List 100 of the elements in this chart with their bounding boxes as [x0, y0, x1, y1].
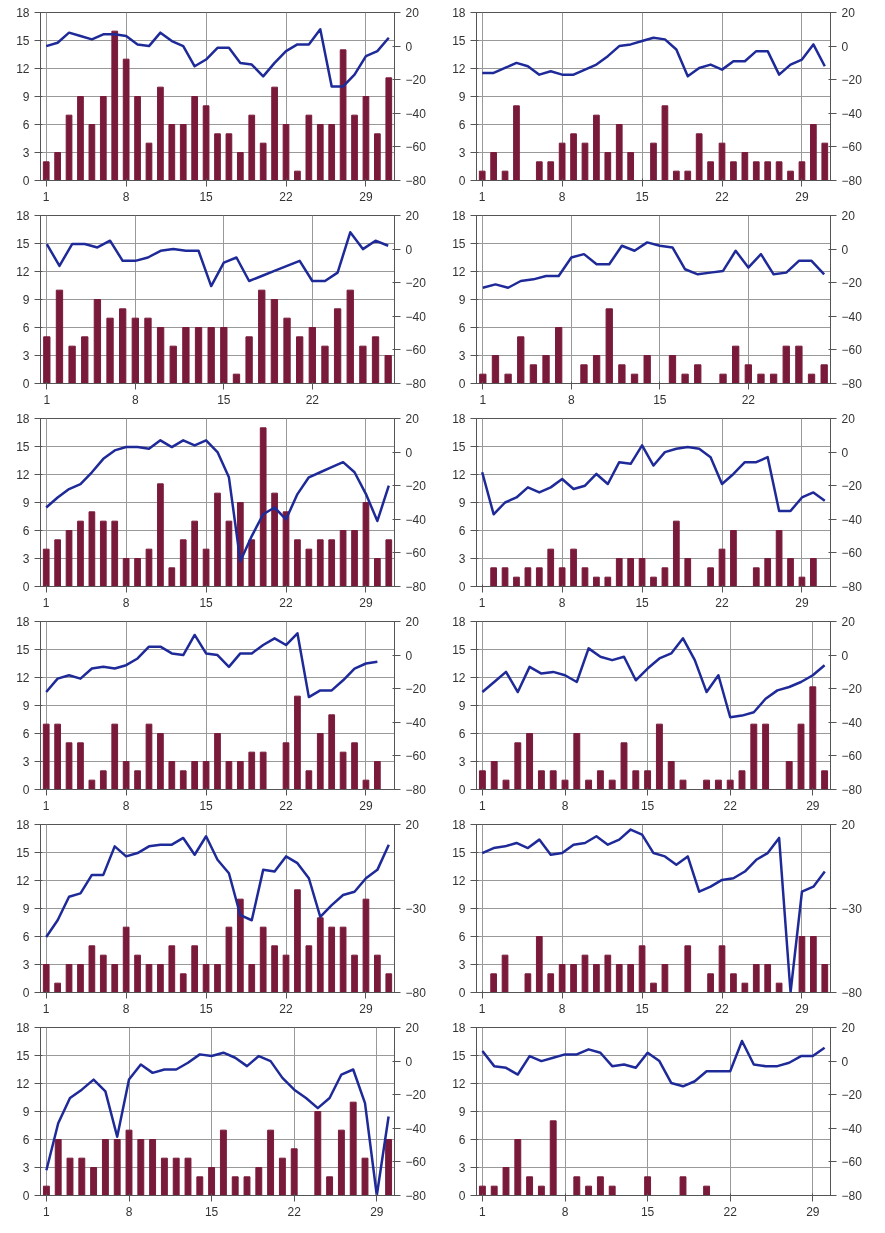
- x-tick-label: 22: [723, 798, 738, 813]
- x-tick-label: 29: [795, 1001, 809, 1016]
- y-tick-label: 9: [458, 699, 466, 713]
- x-tick-label: 22: [741, 392, 756, 407]
- x-tick-label: 22: [279, 798, 294, 813]
- x-tick-label: 1: [43, 392, 51, 407]
- y2-tick-label: 0: [841, 1054, 849, 1069]
- y-tick-label: 6: [458, 727, 466, 741]
- y2-tick-label: 0: [841, 648, 849, 663]
- y2-tick-label: −20: [405, 1088, 427, 1103]
- y2-tick-label: −80: [405, 783, 427, 797]
- y2-tick-label: −20: [841, 479, 863, 494]
- y2-tick-label: 0: [405, 39, 413, 54]
- y-tick-label: 15: [452, 643, 466, 657]
- y2-tick-label: −40: [405, 1121, 427, 1136]
- y-tick-label: 0: [22, 1189, 30, 1203]
- y-tick-label: 18: [16, 6, 30, 20]
- y2-tick-label: −60: [841, 749, 863, 764]
- y2-tick-label: −60: [841, 1155, 863, 1170]
- y-tick-label: 6: [458, 118, 466, 132]
- y2-tick-label: −80: [841, 580, 863, 594]
- x-tick-label: 15: [640, 798, 655, 813]
- y-tick-label: 3: [22, 755, 30, 769]
- y2-tick-label: −40: [841, 309, 863, 324]
- y-tick-label: 18: [452, 615, 466, 629]
- x-tick-label: 15: [204, 1204, 219, 1219]
- x-tick-label: 1: [42, 595, 50, 610]
- y-tick-label: 3: [458, 755, 466, 769]
- y-tick-label: 15: [16, 643, 30, 657]
- y2-tick-label: 20: [405, 209, 420, 223]
- y2-tick-label: 20: [405, 1021, 420, 1035]
- x-tick-label: 22: [279, 595, 294, 610]
- y-tick-label: 0: [458, 377, 466, 391]
- y2-tick-label: 0: [841, 242, 849, 257]
- x-tick-label: 1: [478, 1001, 486, 1016]
- y2-tick-label: −20: [405, 479, 427, 494]
- y2-tick-label: −20: [841, 1088, 863, 1103]
- x-tick-label: 29: [806, 1204, 820, 1219]
- y-tick-label: 3: [458, 146, 466, 160]
- x-tick-label: 1: [479, 392, 487, 407]
- y-tick-label: 9: [22, 496, 30, 510]
- y-tick-label: 9: [458, 293, 466, 307]
- y2-tick-label: −30: [841, 902, 863, 916]
- y2-tick-label: −80: [405, 377, 427, 391]
- x-tick-label: 8: [558, 595, 566, 610]
- y2-tick-label: −80: [841, 783, 863, 797]
- y-tick-label: 15: [16, 237, 30, 251]
- y-tick-label: 12: [16, 62, 30, 76]
- y2-tick-label: 20: [841, 1021, 856, 1035]
- y-tick-label: 12: [452, 1077, 466, 1091]
- y2-tick-label: −80: [405, 174, 427, 188]
- y2-tick-label: 0: [841, 39, 849, 54]
- y2-tick-label: −20: [841, 682, 863, 697]
- y-tick-label: 9: [458, 1105, 466, 1119]
- y-tick-label: 12: [452, 874, 466, 888]
- y-tick-label: 6: [22, 930, 30, 944]
- y-tick-label: 0: [22, 986, 30, 1000]
- y-tick-label: 12: [452, 468, 466, 482]
- x-tick-label: 29: [359, 595, 373, 610]
- y2-tick-label: −60: [405, 749, 427, 764]
- y2-tick-label: −80: [405, 986, 427, 1000]
- y2-tick-label: 20: [841, 818, 856, 832]
- y2-tick-label: 20: [841, 6, 856, 20]
- y2-tick-label: −80: [841, 174, 863, 188]
- y-tick-label: 6: [22, 118, 30, 132]
- x-tick-label: 8: [122, 1001, 130, 1016]
- x-tick-label: 22: [723, 1204, 738, 1219]
- y-tick-label: 18: [452, 6, 466, 20]
- y-tick-label: 3: [458, 552, 466, 566]
- y-tick-label: 18: [16, 1021, 30, 1035]
- y-tick-label: 15: [452, 237, 466, 251]
- x-tick-label: 22: [279, 1001, 294, 1016]
- y-tick-label: 3: [458, 958, 466, 972]
- x-tick-label: 22: [715, 189, 730, 204]
- y-tick-label: 12: [16, 874, 30, 888]
- y-tick-label: 0: [458, 783, 466, 797]
- y-tick-label: 12: [452, 265, 466, 279]
- x-tick-label: 15: [635, 595, 650, 610]
- y2-tick-label: 0: [405, 1054, 413, 1069]
- x-tick-label: 15: [199, 189, 214, 204]
- x-tick-label: 29: [359, 189, 373, 204]
- y-tick-label: 9: [458, 496, 466, 510]
- y2-tick-label: −40: [841, 106, 863, 121]
- y-tick-label: 6: [458, 930, 466, 944]
- y-tick-label: 18: [16, 615, 30, 629]
- y2-tick-label: −20: [841, 73, 863, 88]
- y2-tick-label: −80: [405, 580, 427, 594]
- x-tick-label: 1: [478, 189, 486, 204]
- x-tick-label: 1: [479, 1204, 487, 1219]
- y-tick-label: 15: [16, 34, 30, 48]
- y2-tick-label: −40: [405, 512, 427, 527]
- x-tick-label: 1: [479, 798, 487, 813]
- y-tick-label: 0: [458, 1189, 466, 1203]
- y2-tick-label: −60: [405, 546, 427, 561]
- y-tick-label: 18: [452, 412, 466, 426]
- y2-tick-label: −80: [405, 1189, 427, 1203]
- y-tick-label: 12: [452, 671, 466, 685]
- y2-tick-label: −20: [841, 276, 863, 291]
- y2-tick-label: −60: [405, 140, 427, 155]
- x-tick-label: 8: [122, 595, 130, 610]
